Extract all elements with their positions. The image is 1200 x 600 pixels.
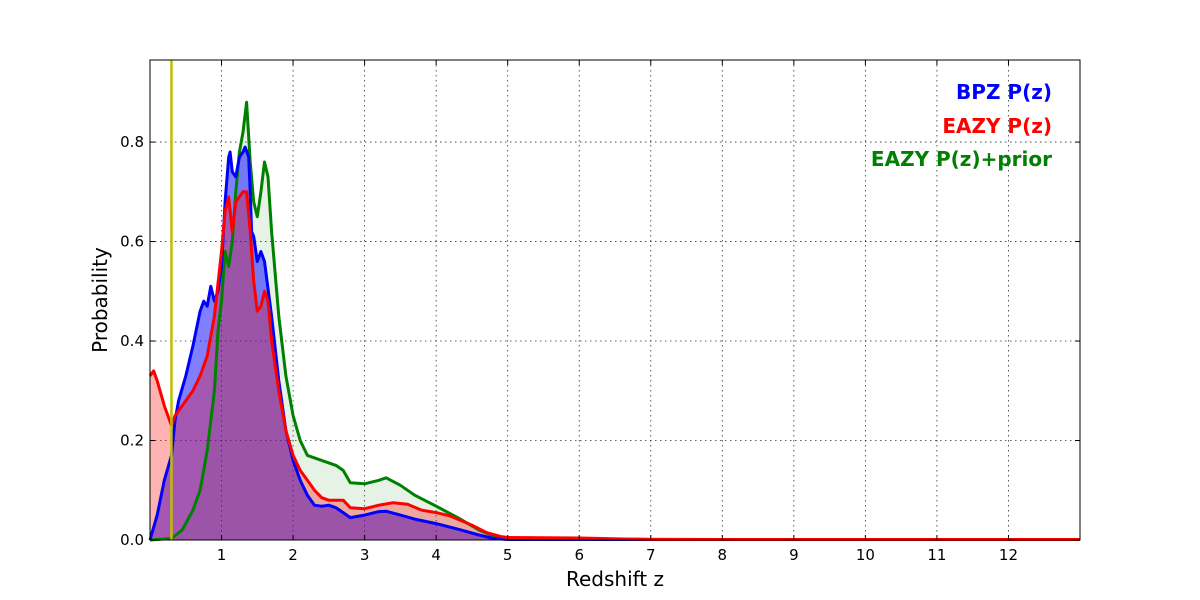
y-tick-label: 0.2	[120, 432, 144, 450]
x-tick-label: 8	[718, 546, 728, 564]
x-tick-label: 3	[360, 546, 370, 564]
series-area-bpz-p-z	[150, 147, 1080, 540]
grid	[150, 60, 1080, 540]
x-tick-label: 12	[999, 546, 1018, 564]
y-axis-label: Probability	[88, 247, 112, 353]
x-tick-label: 11	[927, 546, 946, 564]
ticks: 1 2 3 4 5 6 7 8 9 10 11 120.00.20.40.60.8	[120, 60, 1080, 564]
y-tick-label: 0.8	[120, 133, 144, 151]
series-area-eazy-p-z	[150, 191, 1080, 541]
x-tick-label: 2	[288, 546, 298, 564]
plot-frame	[149, 59, 1081, 541]
x-tick-label: 9	[789, 546, 799, 564]
series-line-bpz-p-z	[148, 145, 1080, 541]
y-tick-label: 0.0	[120, 531, 144, 549]
x-tick-label: 4	[431, 546, 441, 564]
legend-entry-bpz: BPZ P(z)	[956, 80, 1052, 104]
x-tick-label: 6	[574, 546, 584, 564]
x-tick-label: 5	[503, 546, 513, 564]
legend-entry-eazy: EAZY P(z)	[942, 114, 1052, 138]
x-tick-label: 1	[217, 546, 227, 564]
x-tick-label: 10	[856, 546, 875, 564]
series-layer	[148, 100, 1080, 542]
series-line-eazy-p-z-prior	[149, 100, 1080, 542]
legend-entry-eazy-prior: EAZY P(z)+prior	[871, 147, 1052, 171]
x-tick-label: 7	[646, 546, 656, 564]
y-tick-label: 0.6	[120, 233, 144, 251]
y-tick-label: 0.4	[120, 332, 144, 350]
x-axis-label: Redshift z	[566, 567, 664, 591]
series-line-eazy-p-z	[148, 190, 1080, 541]
legend: BPZ P(z) EAZY P(z) EAZY P(z)+prior	[871, 80, 1052, 171]
